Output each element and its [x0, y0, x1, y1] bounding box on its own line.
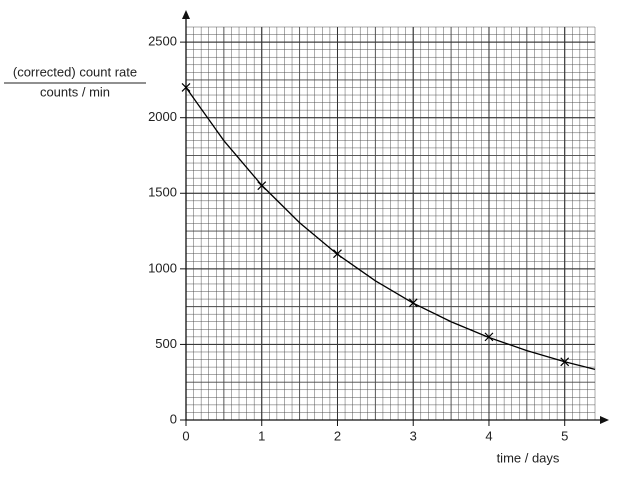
x-tick-label: 0 [182, 428, 189, 443]
data-point [333, 249, 342, 259]
x-tick-label: 3 [410, 428, 417, 443]
y-tick-label: 2000 [148, 109, 177, 124]
x-axis-arrow [600, 416, 609, 424]
y-axis-label: (corrected) count rate [13, 64, 137, 79]
y-axis-unit: counts / min [40, 84, 110, 99]
x-axis-label: time / days [497, 450, 560, 465]
x-tick-label: 4 [485, 428, 492, 443]
x-tick-label: 1 [258, 428, 265, 443]
x-tick-label: 2 [334, 428, 341, 443]
y-tick-label: 1500 [148, 185, 177, 200]
fit-curve [185, 87, 596, 370]
data-point [181, 83, 191, 92]
data-point [484, 332, 494, 342]
data-point [408, 298, 418, 308]
x-tick-label: 5 [561, 428, 568, 443]
y-tick-label: 0 [170, 411, 177, 426]
y-tick-label: 2500 [148, 34, 177, 49]
y-tick-label: 500 [155, 336, 177, 351]
y-axis-arrow [182, 10, 190, 19]
data-point [257, 181, 267, 191]
y-tick-label: 1000 [148, 260, 177, 275]
data-point [560, 357, 570, 367]
